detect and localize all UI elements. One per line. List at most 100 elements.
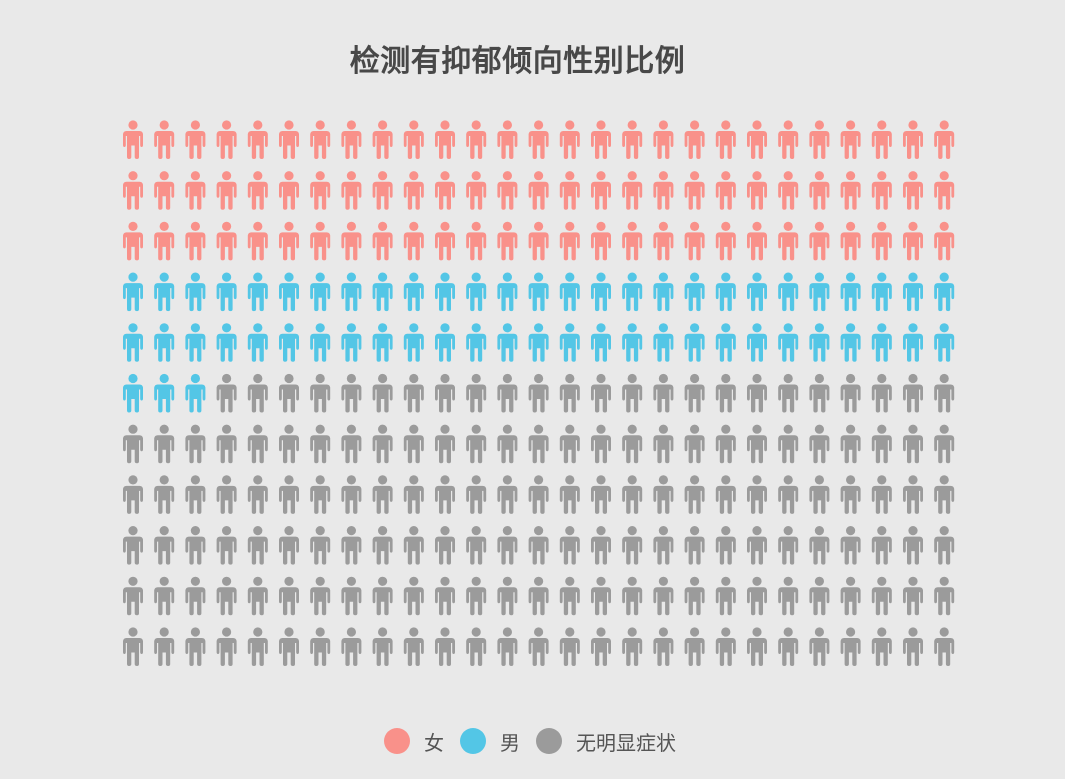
- person-icon: [216, 373, 237, 413]
- person-icon: [809, 171, 830, 210]
- person-icon: [466, 373, 487, 413]
- person-icon: [622, 171, 643, 210]
- person-icon: [871, 526, 892, 565]
- person-icon: [528, 221, 549, 261]
- person-icon: [435, 373, 455, 413]
- person-icon: [185, 373, 206, 413]
- person-icon: [840, 323, 861, 362]
- person-icon: [247, 221, 268, 261]
- person-icon: [216, 424, 237, 464]
- person-icon: [123, 171, 143, 210]
- person-icon: [684, 627, 705, 666]
- person-icon: [403, 221, 424, 261]
- person-icon: [466, 323, 487, 362]
- person-icon: [871, 475, 892, 514]
- person-icon: [123, 120, 143, 159]
- person-icon: [871, 221, 892, 261]
- person-icon: [559, 627, 580, 666]
- person-icon: [185, 526, 206, 565]
- person-icon: [310, 171, 331, 210]
- person-icon: [247, 323, 268, 362]
- person-icon: [154, 221, 175, 261]
- person-icon: [715, 475, 736, 514]
- person-icon: [123, 373, 143, 413]
- person-icon: [684, 323, 705, 362]
- person-icon: [840, 171, 861, 210]
- person-icon: [372, 526, 393, 565]
- person-icon: [528, 475, 549, 514]
- legend-item-no-symptom[interactable]: 无明显症状: [536, 727, 676, 756]
- person-icon: [154, 120, 175, 159]
- person-icon: [653, 475, 674, 514]
- person-icon: [279, 272, 299, 312]
- person-icon: [903, 323, 923, 362]
- person-icon: [185, 424, 206, 464]
- person-icon: [591, 323, 611, 362]
- person-icon: [747, 120, 767, 159]
- person-icon: [653, 576, 674, 616]
- person-icon: [715, 323, 736, 362]
- person-icon: [934, 221, 955, 261]
- person-icon: [154, 373, 175, 413]
- person-icon: [216, 576, 237, 616]
- person-icon: [653, 171, 674, 210]
- person-icon: [372, 475, 393, 514]
- person-icon: [310, 221, 331, 261]
- person-icon: [403, 576, 424, 616]
- person-icon: [559, 424, 580, 464]
- person-icon: [622, 373, 643, 413]
- person-icon: [279, 424, 299, 464]
- person-icon: [435, 171, 455, 210]
- person-icon: [403, 171, 424, 210]
- person-icon: [528, 627, 549, 666]
- person-icon: [809, 627, 830, 666]
- person-icon: [934, 323, 955, 362]
- person-icon: [715, 526, 736, 565]
- person-icon: [715, 373, 736, 413]
- person-icon: [934, 120, 955, 159]
- person-icon: [216, 475, 237, 514]
- legend-label-no-symptom: 无明显症状: [576, 730, 676, 755]
- person-icon: [185, 323, 206, 362]
- person-icon: [466, 171, 487, 210]
- person-icon: [778, 424, 799, 464]
- person-icon: [185, 272, 206, 312]
- person-icon: [341, 120, 362, 159]
- person-icon: [372, 576, 393, 616]
- person-icon: [591, 221, 611, 261]
- person-icon: [154, 272, 175, 312]
- person-icon: [934, 424, 955, 464]
- person-icon: [903, 171, 923, 210]
- person-icon: [778, 120, 799, 159]
- person-icon: [559, 171, 580, 210]
- person-icon: [684, 475, 705, 514]
- person-icon: [403, 526, 424, 565]
- person-icon: [403, 272, 424, 312]
- person-icon: [684, 424, 705, 464]
- legend-item-female[interactable]: 女: [384, 727, 444, 756]
- person-icon: [653, 373, 674, 413]
- person-icon: [154, 576, 175, 616]
- person-icon: [715, 221, 736, 261]
- person-icon: [903, 475, 923, 514]
- person-icon: [871, 272, 892, 312]
- person-icon: [497, 526, 518, 565]
- person-icon: [466, 526, 487, 565]
- person-icon: [871, 424, 892, 464]
- legend-item-male[interactable]: 男: [460, 727, 520, 756]
- person-icon: [653, 323, 674, 362]
- person-icon: [497, 373, 518, 413]
- person-icon: [528, 323, 549, 362]
- person-icon: [809, 526, 830, 565]
- person-icon: [809, 373, 830, 413]
- person-icon: [341, 323, 362, 362]
- person-icon: [528, 526, 549, 565]
- person-icon: [403, 373, 424, 413]
- person-icon: [840, 424, 861, 464]
- person-icon: [341, 373, 362, 413]
- person-icon: [747, 272, 767, 312]
- person-icon: [622, 120, 643, 159]
- person-icon: [216, 171, 237, 210]
- person-icon: [123, 272, 143, 312]
- person-icon: [372, 373, 393, 413]
